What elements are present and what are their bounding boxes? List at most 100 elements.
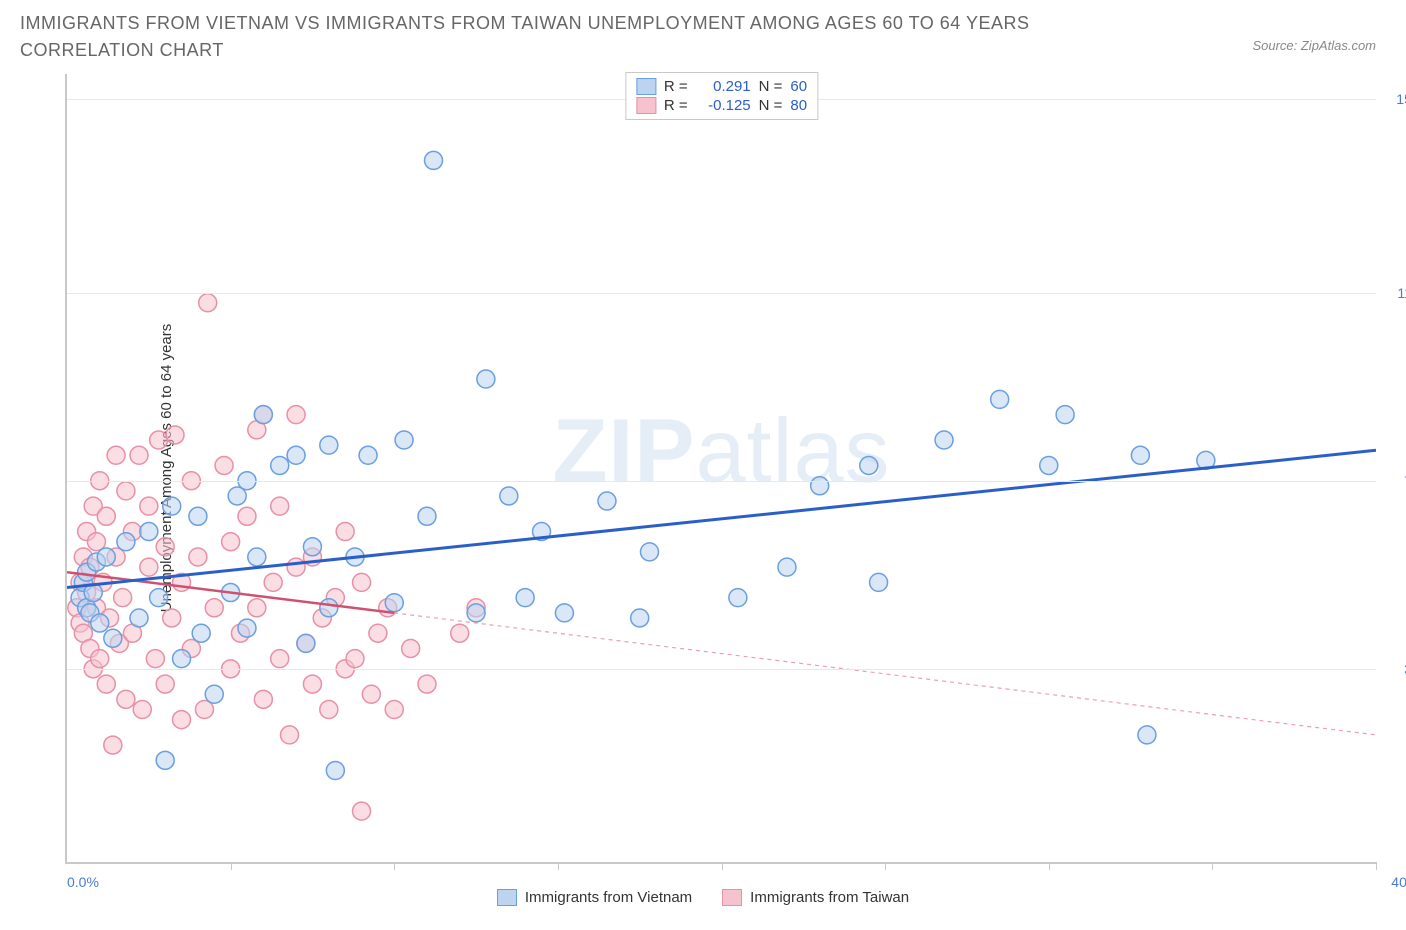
x-tick bbox=[394, 862, 395, 870]
legend-item-taiwan: Immigrants from Taiwan bbox=[722, 889, 909, 906]
stats-legend-row-vietnam: R = 0.291 N = 60 bbox=[636, 77, 807, 96]
data-point bbox=[402, 639, 420, 657]
data-point bbox=[205, 599, 223, 617]
stats-legend-row-taiwan: R = -0.125 N = 80 bbox=[636, 96, 807, 115]
r-label: R = bbox=[664, 78, 688, 95]
gridline bbox=[67, 293, 1376, 294]
data-point bbox=[385, 700, 403, 718]
data-point bbox=[385, 594, 403, 612]
data-point bbox=[320, 599, 338, 617]
data-point bbox=[91, 614, 109, 632]
data-point bbox=[1056, 406, 1074, 424]
header-row: IMMIGRANTS FROM VIETNAM VS IMMIGRANTS FR… bbox=[10, 10, 1396, 64]
data-point bbox=[140, 558, 158, 576]
gridline bbox=[67, 669, 1376, 670]
chart-frame: Unemployment Among Ages 60 to 64 years Z… bbox=[65, 74, 1376, 864]
data-point bbox=[248, 548, 266, 566]
data-point bbox=[189, 548, 207, 566]
legend-label-vietnam: Immigrants from Vietnam bbox=[525, 889, 692, 906]
data-point bbox=[1040, 456, 1058, 474]
data-point bbox=[163, 609, 181, 627]
x-tick bbox=[1049, 862, 1050, 870]
data-point bbox=[287, 558, 305, 576]
data-point bbox=[117, 533, 135, 551]
data-point bbox=[336, 523, 354, 541]
data-point bbox=[189, 507, 207, 525]
data-point bbox=[140, 497, 158, 515]
data-point bbox=[173, 711, 191, 729]
swatch-taiwan bbox=[636, 97, 656, 114]
data-point bbox=[133, 700, 151, 718]
data-point bbox=[271, 497, 289, 515]
data-point bbox=[297, 634, 315, 652]
x-tick bbox=[885, 862, 886, 870]
data-point bbox=[254, 690, 272, 708]
y-tick-label: 15.0% bbox=[1396, 91, 1406, 107]
data-point bbox=[150, 589, 168, 607]
data-point bbox=[150, 431, 168, 449]
x-tick bbox=[722, 862, 723, 870]
swatch-vietnam bbox=[636, 78, 656, 95]
y-tick-label: 11.2% bbox=[1397, 285, 1406, 301]
r-value-vietnam: 0.291 bbox=[696, 78, 751, 95]
data-point bbox=[516, 589, 534, 607]
data-point bbox=[1131, 446, 1149, 464]
data-point bbox=[107, 446, 125, 464]
data-point bbox=[156, 538, 174, 556]
data-point bbox=[353, 802, 371, 820]
data-point bbox=[215, 456, 233, 474]
data-point bbox=[598, 492, 616, 510]
data-point bbox=[860, 456, 878, 474]
scatter-plot bbox=[67, 74, 1376, 862]
data-point bbox=[271, 456, 289, 474]
data-point bbox=[287, 406, 305, 424]
data-point bbox=[140, 523, 158, 541]
data-point bbox=[359, 446, 377, 464]
data-point bbox=[104, 629, 122, 647]
data-point bbox=[238, 619, 256, 637]
data-point bbox=[555, 604, 573, 622]
data-point bbox=[303, 675, 321, 693]
data-point bbox=[467, 604, 485, 622]
data-point bbox=[778, 558, 796, 576]
data-point bbox=[264, 573, 282, 591]
legend-label-taiwan: Immigrants from Taiwan bbox=[750, 889, 909, 906]
data-point bbox=[641, 543, 659, 561]
stats-legend: R = 0.291 N = 60 R = -0.125 N = 80 bbox=[625, 72, 818, 120]
source-attribution: Source: ZipAtlas.com bbox=[1252, 38, 1376, 53]
data-point bbox=[991, 390, 1009, 408]
data-point bbox=[117, 482, 135, 500]
data-point bbox=[117, 690, 135, 708]
n-label: N = bbox=[759, 78, 783, 95]
data-point bbox=[254, 406, 272, 424]
legend-item-vietnam: Immigrants from Vietnam bbox=[497, 889, 692, 906]
data-point bbox=[395, 431, 413, 449]
chart-title: IMMIGRANTS FROM VIETNAM VS IMMIGRANTS FR… bbox=[20, 10, 1120, 64]
data-point bbox=[114, 589, 132, 607]
data-point bbox=[146, 650, 164, 668]
trendline-taiwan-extrapolated bbox=[394, 613, 1376, 735]
x-axis-min-label: 0.0% bbox=[67, 874, 99, 890]
data-point bbox=[163, 497, 181, 515]
data-point bbox=[1138, 726, 1156, 744]
r-label: R = bbox=[664, 97, 688, 114]
data-point bbox=[97, 507, 115, 525]
data-point bbox=[205, 685, 223, 703]
data-point bbox=[418, 507, 436, 525]
series-legend: Immigrants from Vietnam Immigrants from … bbox=[10, 889, 1396, 906]
data-point bbox=[156, 751, 174, 769]
data-point bbox=[238, 507, 256, 525]
data-point bbox=[631, 609, 649, 627]
x-axis-max-label: 40.0% bbox=[1391, 874, 1406, 890]
data-point bbox=[130, 609, 148, 627]
data-point bbox=[130, 446, 148, 464]
x-tick bbox=[231, 862, 232, 870]
trendline-vietnam bbox=[67, 450, 1376, 587]
data-point bbox=[326, 761, 344, 779]
data-point bbox=[320, 700, 338, 718]
data-point bbox=[91, 650, 109, 668]
data-point bbox=[222, 533, 240, 551]
data-point bbox=[166, 426, 184, 444]
data-point bbox=[477, 370, 495, 388]
data-point bbox=[729, 589, 747, 607]
